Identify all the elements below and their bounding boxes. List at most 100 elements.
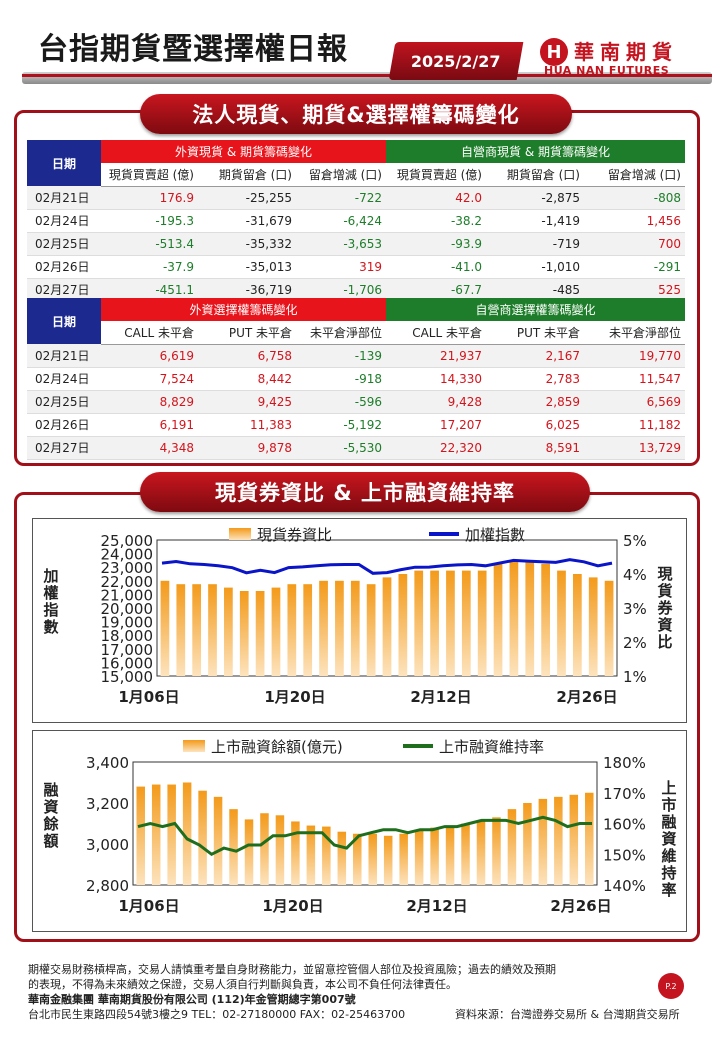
table-cell: 42.0 xyxy=(386,186,486,210)
bar xyxy=(244,819,254,885)
bar xyxy=(430,827,439,885)
table-row: 02月21日 176.9 -25,255 -722 42.0 -2,875 -808 xyxy=(27,186,685,210)
bar xyxy=(224,587,233,676)
table-cell: 525 xyxy=(584,278,685,302)
bar xyxy=(303,584,313,676)
table-cell: -36,719 xyxy=(198,278,296,302)
y-left-tick-label: 3,200 xyxy=(86,795,129,813)
y-right-title-char: 持 xyxy=(661,864,676,882)
row-date: 02月27日 xyxy=(27,436,101,460)
table-cell: -596 xyxy=(296,390,386,414)
y-left-tick-label: 15,000 xyxy=(101,668,154,686)
y-left-tick-label: 2,800 xyxy=(86,877,129,895)
bar xyxy=(229,809,238,885)
row-date: 02月21日 xyxy=(27,186,101,210)
row-date: 02月26日 xyxy=(27,413,101,437)
column-header: CALL 未平倉 xyxy=(101,321,198,345)
bar xyxy=(541,563,550,676)
bar xyxy=(198,790,207,885)
bar xyxy=(382,577,392,676)
section-title-margin-ratio: 現貨券資比 & 上市融資維持率 xyxy=(140,472,590,512)
column-header: CALL 未平倉 xyxy=(386,321,486,345)
y-right-title-char: 券 xyxy=(657,599,673,617)
table-cell: 6,025 xyxy=(486,413,584,437)
y-right-title-char: 融 xyxy=(661,813,676,831)
table-cell: 21,937 xyxy=(386,344,486,368)
bar xyxy=(322,826,331,885)
table-cell: 19,770 xyxy=(584,344,685,368)
row-date: 02月26日 xyxy=(27,255,101,279)
table-cell: 4,348 xyxy=(101,436,198,460)
table-cell: -722 xyxy=(296,186,386,210)
row-date: 02月21日 xyxy=(27,344,101,368)
table-cell: -5,192 xyxy=(296,413,386,437)
table-row: 02月26日 -37.9 -35,013 319 -41.0 -1,010 -291 xyxy=(27,255,685,279)
bar xyxy=(383,835,393,885)
futures-chip-table: 日期 外資現貨 & 期貨籌碼變化 自營商現貨 & 期貨籌碼變化 現貨買賣超 (億) 期貨… xyxy=(27,140,685,302)
report-date-badge: 2025/2/27 xyxy=(388,42,524,80)
bar xyxy=(239,591,249,676)
page-title: 台指期貨暨選擇權日報 xyxy=(38,32,348,67)
disclaimer-line-1: 期權交易財務槓桿高，交易人請慎重考量自身財務能力，並留意控管個人部位及投資風險；… xyxy=(28,963,556,976)
y-left-tick-label: 24,000 xyxy=(101,546,154,564)
legend-bar-label: 現貨券資比 xyxy=(257,526,332,544)
column-header: 現貨買賣超 (億) xyxy=(386,163,486,187)
plot-area xyxy=(132,761,598,886)
table-cell: -38.2 xyxy=(386,209,486,233)
column-header: 未平倉淨部位 xyxy=(584,321,685,345)
bar xyxy=(538,798,548,885)
table-row: 02月25日 8,829 9,425 -596 9,428 2,859 6,569 xyxy=(27,390,685,414)
y-right-tick-label: 1% xyxy=(623,668,647,686)
foreign-group-header: 外資選擇權籌碼變化 xyxy=(101,298,386,321)
table-cell: 6,569 xyxy=(584,390,685,414)
table-cell: 13,729 xyxy=(584,436,685,460)
table-cell: 7,524 xyxy=(101,367,198,391)
bar xyxy=(399,833,408,885)
margin-maintenance-chart: 3,400 3,200 3,000 2,800 180% 170% 160% 150% 140%… xyxy=(42,738,676,915)
table-cell: 9,425 xyxy=(198,390,296,414)
page-header: 台指期貨暨選擇權日報 2025/2/27 H 華南期貨 HUA NAN FUTU… xyxy=(0,0,720,95)
row-date: 02月25日 xyxy=(27,232,101,256)
table-cell: -918 xyxy=(296,367,386,391)
table-cell: 700 xyxy=(584,232,685,256)
table-cell: -291 xyxy=(584,255,685,279)
table-cell: -31,679 xyxy=(198,209,296,233)
table-cell: -5,530 xyxy=(296,436,386,460)
table-cell: 176.9 xyxy=(101,186,198,210)
table-row: 02月27日 -451.1 -36,719 -1,706 -67.7 -485 525 xyxy=(27,278,685,302)
bar xyxy=(445,827,455,885)
bar xyxy=(572,574,582,676)
bar xyxy=(492,817,501,885)
bar xyxy=(319,580,328,676)
dealer-group-header: 自營商選擇權籌碼變化 xyxy=(386,298,685,321)
table-cell: 17,207 xyxy=(386,413,486,437)
bar xyxy=(476,821,486,885)
table-cell: -25,255 xyxy=(198,186,296,210)
margin-maintenance-chart-box: 3,400 3,200 3,000 2,800 180% 170% 160% 150% 140%… xyxy=(32,730,687,932)
x-tick-label: 2月12日 xyxy=(410,688,471,706)
x-tick-label: 2月26日 xyxy=(550,897,611,915)
table-cell: -35,013 xyxy=(198,255,296,279)
date-column-header: 日期 xyxy=(27,298,101,344)
bar xyxy=(604,580,614,676)
table-cell: -1,010 xyxy=(486,255,584,279)
row-date: 02月27日 xyxy=(27,278,101,302)
column-header: 期貨留倉 (口) xyxy=(198,163,296,187)
bar xyxy=(585,792,594,885)
logo-mark-icon: H xyxy=(540,38,568,66)
bar xyxy=(523,803,532,885)
column-header: PUT 未平倉 xyxy=(486,321,584,345)
table-cell: 2,783 xyxy=(486,367,584,391)
y-left-tick-label: 17,000 xyxy=(101,641,154,659)
bar xyxy=(414,829,424,885)
bar xyxy=(306,825,316,885)
table-row: 02月21日 6,619 6,758 -139 21,937 2,167 19,770 xyxy=(27,344,685,368)
table-cell: 1,456 xyxy=(584,209,685,233)
disclaimer-line-2: 的表現，不得為未來績效之保證，交易人須自行判斷與負責，本公司不負任何法律責任。 xyxy=(28,978,457,991)
y-left-title-char: 權 xyxy=(43,584,58,602)
bar xyxy=(525,560,535,676)
column-header: PUT 未平倉 xyxy=(198,321,296,345)
bar xyxy=(477,570,487,676)
x-tick-label: 2月26日 xyxy=(556,688,617,706)
y-left-title-char: 資 xyxy=(43,798,58,816)
